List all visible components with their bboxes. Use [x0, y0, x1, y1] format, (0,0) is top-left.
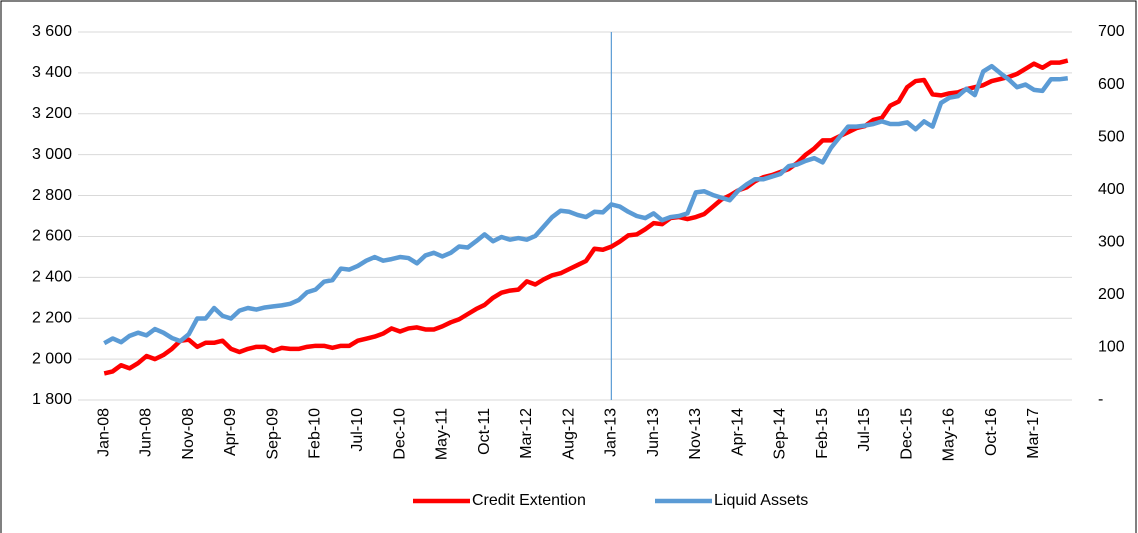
- y-tick-label: 2 000: [32, 350, 72, 367]
- y2-tick-label: 600: [1098, 76, 1125, 93]
- y-tick-label: 2 200: [32, 309, 72, 326]
- x-tick-label: Sep-09: [264, 408, 281, 460]
- series-line: [103, 63, 1069, 346]
- x-tick-label: Nov-13: [687, 408, 704, 460]
- legend-label: Liquid Assets: [714, 492, 808, 509]
- x-tick-label: Jul-15: [856, 408, 873, 452]
- y-tick-label: 3 000: [32, 146, 72, 163]
- y2-tick-label: 700: [1098, 23, 1125, 40]
- x-tick-label: Apr-09: [222, 408, 239, 456]
- x-tick-label: Oct-16: [983, 408, 1000, 456]
- y2-tick-label: 400: [1098, 181, 1125, 198]
- x-tick-label: Jan-13: [603, 408, 620, 457]
- y-tick-label: 2 800: [32, 187, 72, 204]
- x-tick-label: Jan-08: [95, 408, 112, 457]
- x-tick-label: Sep-14: [772, 408, 789, 460]
- x-tick-label: Oct-11: [476, 408, 493, 455]
- x-tick-label: May-11: [434, 408, 451, 460]
- x-tick-label: Feb-15: [814, 408, 831, 459]
- y-tick-label: 2 400: [32, 269, 72, 286]
- y2-tick-label: -: [1098, 391, 1103, 408]
- y2-tick-label: 200: [1098, 286, 1125, 303]
- x-tick-label: Jun-13: [645, 408, 662, 457]
- y-tick-label: 3 600: [32, 23, 72, 40]
- x-tick-label: Mar-17: [1025, 408, 1042, 459]
- y2-tick-label: 100: [1098, 339, 1125, 356]
- y-tick-label: 2 600: [32, 228, 72, 245]
- legend-label: Credit Extention: [472, 492, 586, 509]
- x-tick-label: Feb-10: [307, 408, 324, 459]
- x-tick-label: Nov-08: [180, 408, 197, 460]
- x-tick-label: Dec-15: [898, 408, 915, 460]
- x-tick-label: Aug-12: [560, 408, 577, 460]
- y2-tick-label: 300: [1098, 234, 1125, 251]
- x-tick-label: Jun-08: [138, 408, 155, 457]
- y-tick-label: 3 400: [32, 64, 72, 81]
- y-tick-label: 3 200: [32, 105, 72, 122]
- x-tick-label: Jul-10: [349, 408, 366, 452]
- x-tick-label: May-16: [941, 408, 958, 461]
- series-line: [103, 58, 1069, 376]
- y2-tick-label: 500: [1098, 128, 1125, 145]
- x-tick-label: Mar-12: [518, 408, 535, 459]
- x-tick-label: Apr-14: [729, 408, 746, 456]
- x-tick-label: Dec-10: [391, 408, 408, 460]
- y-tick-label: 1 800: [32, 391, 72, 408]
